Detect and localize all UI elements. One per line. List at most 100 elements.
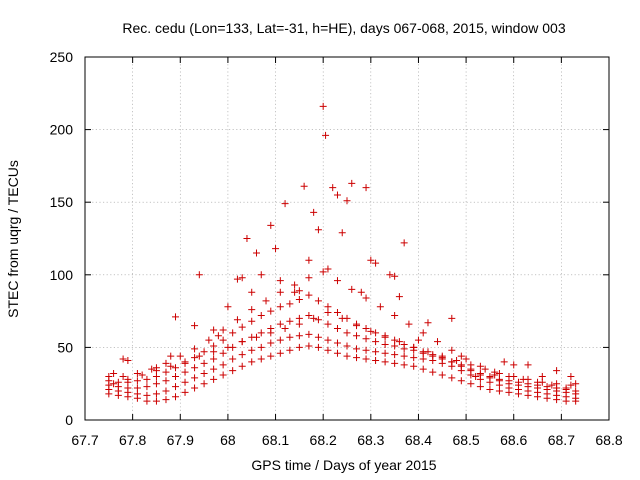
- data-point-arc-6: [138, 371, 146, 379]
- data-point-arc-3: [181, 368, 189, 376]
- data-point-arc-3: [162, 377, 170, 385]
- data-point-arc-2: [143, 391, 151, 399]
- data-point-arc-1: [438, 371, 446, 379]
- data-point-scattered: [233, 275, 241, 283]
- data-point-arc-4: [219, 336, 227, 344]
- data-point-arc-2: [381, 349, 389, 357]
- x-tick-label: 68.6: [500, 432, 527, 448]
- data-point-arc-2: [276, 336, 284, 344]
- data-point-arc-6: [295, 320, 303, 328]
- data-point-arc-1: [295, 343, 303, 351]
- data-point-arc-2: [181, 378, 189, 386]
- data-point-scattered: [491, 371, 499, 379]
- data-point-arc-5: [176, 352, 184, 360]
- data-point-arc-3: [314, 316, 322, 324]
- data-point-arc-1: [333, 349, 341, 357]
- data-point-arc-6: [338, 314, 346, 322]
- data-point-arc-4: [267, 307, 275, 315]
- data-point-arc-6: [481, 365, 489, 373]
- data-point-arc-5: [248, 306, 256, 314]
- data-point-arc-4: [191, 354, 199, 362]
- data-point-arc-4: [238, 323, 246, 331]
- data-point-arc-6: [224, 343, 232, 351]
- data-point-arc-1: [257, 355, 265, 363]
- data-point-scattered: [267, 221, 275, 229]
- data-point-arc-4: [400, 340, 408, 348]
- data-point-arc-4: [286, 300, 294, 308]
- chart-title: Rec. cedu (Lon=133, Lat=-31, h=HE), days…: [122, 20, 565, 36]
- data-point-arc-6: [252, 333, 260, 341]
- data-point-scattered: [319, 102, 327, 110]
- data-point-arc-5: [376, 303, 384, 311]
- data-point-scattered: [414, 336, 422, 344]
- data-point-arc-5: [548, 381, 556, 389]
- data-point-arc-4: [257, 311, 265, 319]
- data-point-arc-4: [133, 377, 141, 385]
- plot-frame: [84, 56, 610, 421]
- data-point-arc-5: [348, 285, 356, 293]
- data-point-arc-2: [219, 361, 227, 369]
- data-point-arc-3: [333, 325, 341, 333]
- data-point-arc-4: [457, 361, 465, 369]
- data-point-arc-6: [324, 309, 332, 317]
- data-point-arc-1: [457, 377, 465, 385]
- data-point-arc-6: [210, 348, 218, 356]
- data-point-arc-6: [310, 314, 318, 322]
- data-point-scattered: [553, 367, 561, 375]
- data-point-scattered: [305, 256, 313, 264]
- data-point-arc-5: [219, 326, 227, 334]
- data-point-arc-2: [172, 383, 180, 391]
- data-point-arc-5: [319, 268, 327, 276]
- data-point-arc-1: [152, 397, 160, 405]
- data-point-arc-4: [229, 329, 237, 337]
- data-point-arc-2: [333, 339, 341, 347]
- data-point-arc-5: [119, 372, 127, 380]
- data-point-arc-6: [181, 358, 189, 366]
- data-point-arc-6: [110, 380, 118, 388]
- data-point-arc-1: [476, 383, 484, 391]
- data-point-arc-3: [343, 329, 351, 337]
- data-point-arc-2: [229, 355, 237, 363]
- y-axis-label: STEC from uqrg / TECUs: [5, 160, 21, 318]
- data-point-scattered: [195, 271, 203, 279]
- data-point-arc-5: [333, 277, 341, 285]
- data-point-arc-2: [391, 351, 399, 359]
- data-point-arc-3: [219, 349, 227, 357]
- data-point-arc-6: [281, 325, 289, 333]
- data-point-scattered: [310, 208, 318, 216]
- data-point-scattered: [314, 226, 322, 234]
- data-point-arc-2: [362, 346, 370, 354]
- data-point-scattered: [472, 372, 480, 380]
- data-point-arc-2: [200, 370, 208, 378]
- data-point-scattered: [257, 271, 265, 279]
- data-point-arc-1: [381, 358, 389, 366]
- data-point-arc-5: [148, 365, 156, 373]
- y-tick-label: 0: [65, 412, 73, 428]
- x-tick-label: 67.7: [71, 432, 98, 448]
- data-point-arc-3: [305, 311, 313, 319]
- data-point-scattered: [124, 356, 132, 364]
- data-point-arc-4: [476, 370, 484, 378]
- data-point-arc-1: [229, 367, 237, 375]
- data-point-scattered: [362, 184, 370, 192]
- data-point-scattered: [400, 239, 408, 247]
- data-point-arc-1: [429, 368, 437, 376]
- data-point-arc-4: [572, 387, 580, 395]
- data-point-scattered: [252, 249, 260, 257]
- data-point-arc-3: [286, 317, 294, 325]
- data-point-scattered: [372, 259, 380, 267]
- data-point-scattered: [281, 200, 289, 208]
- data-point-arc-4: [200, 348, 208, 356]
- x-tick-label: 68.2: [310, 432, 337, 448]
- data-point-arc-2: [372, 348, 380, 356]
- data-point-arc-5: [162, 359, 170, 367]
- data-point-arc-5: [419, 329, 427, 337]
- data-point-arc-1: [219, 371, 227, 379]
- data-point-arc-1: [362, 355, 370, 363]
- data-point-arc-4: [172, 364, 180, 372]
- data-point-arc-4: [248, 317, 256, 325]
- data-point-arc-6: [353, 322, 361, 330]
- data-point-scattered: [448, 314, 456, 322]
- x-tick-label: 68.3: [357, 432, 384, 448]
- data-point-arc-1: [372, 356, 380, 364]
